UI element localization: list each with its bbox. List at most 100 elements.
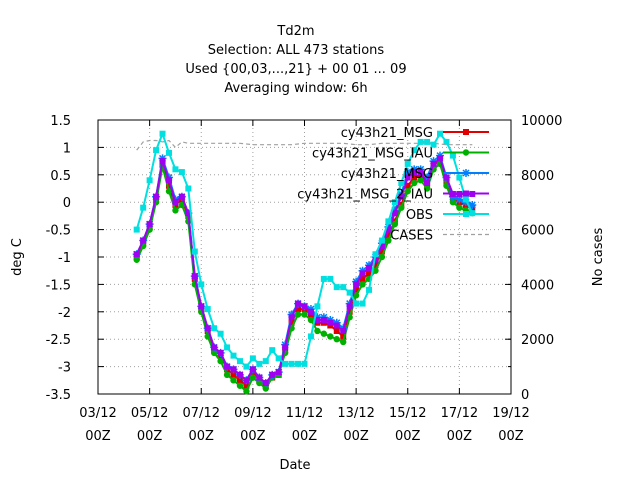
- y-tick-label: -0.5: [46, 224, 71, 239]
- chart-title: Td2m Selection: ALL 473 stations Used {0…: [185, 24, 406, 96]
- y2-tick-label: 0: [521, 388, 529, 403]
- data-point: [411, 169, 418, 176]
- y2-tick-label: 10000: [521, 114, 562, 129]
- data-point: [301, 311, 308, 318]
- data-point: [256, 379, 263, 387]
- data-point: [333, 336, 340, 343]
- y2-tick-label: 4000: [521, 278, 554, 293]
- data-point: [340, 327, 347, 334]
- data-point: [404, 188, 411, 195]
- data-point: [366, 264, 373, 271]
- data-point: [165, 182, 172, 189]
- x-tick-label-date: 13/12: [337, 406, 374, 421]
- data-point: [320, 330, 328, 337]
- series-layer: [132, 130, 477, 395]
- data-point: [378, 248, 385, 255]
- data-point: [243, 377, 250, 384]
- title-line-3: Used {00,03,...,21} + 00 01 ... 09: [185, 62, 406, 77]
- data-point: [372, 267, 379, 274]
- data-point: [178, 169, 185, 176]
- data-point: [140, 237, 147, 244]
- data-point: [275, 355, 282, 362]
- data-point: [385, 237, 392, 244]
- data-point: [366, 270, 373, 277]
- data-point: [217, 349, 224, 356]
- data-point: [443, 174, 450, 181]
- data-point: [372, 251, 379, 258]
- data-point: [223, 371, 231, 379]
- data-point: [391, 199, 398, 206]
- data-point: [243, 363, 250, 370]
- data-point: [224, 344, 231, 351]
- axes: -3.5 -3 -2.5 -2 -1.5 -1 -0.5 0 0.5 1 1.5 0 2000 4000 6…: [46, 114, 563, 444]
- data-point: [185, 210, 192, 217]
- data-point: [307, 308, 314, 315]
- data-point: [468, 200, 477, 209]
- data-point: [391, 220, 399, 228]
- data-point: [327, 333, 334, 340]
- data-point: [404, 160, 411, 167]
- data-point: [243, 382, 250, 389]
- data-point: [423, 185, 431, 192]
- data-point: [294, 311, 302, 318]
- data-point: [133, 251, 140, 258]
- data-point: [417, 138, 424, 145]
- data-point: [211, 344, 218, 351]
- title-line-1: Td2m: [276, 24, 314, 39]
- y-tick-label: 0.5: [50, 169, 71, 184]
- data-point: [295, 300, 302, 307]
- data-point: [262, 385, 269, 392]
- data-point: [301, 303, 308, 310]
- data-point: [146, 177, 153, 184]
- data-point: [391, 210, 398, 217]
- series-line: [136, 139, 473, 151]
- data-point: [133, 256, 140, 263]
- data-point: [378, 253, 386, 261]
- data-point: [378, 243, 385, 250]
- data-point: [159, 158, 166, 165]
- x-tick-label-hour: 00Z: [189, 429, 215, 444]
- data-point: [172, 207, 179, 214]
- data-point: [346, 289, 353, 296]
- y-tick-label: -1.5: [46, 278, 71, 293]
- data-point: [249, 374, 257, 381]
- data-point: [307, 333, 314, 340]
- y-tick-label: -2: [58, 306, 71, 321]
- data-point: [204, 325, 211, 332]
- data-point: [191, 248, 198, 255]
- y2-tick-label: 2000: [521, 333, 554, 348]
- legend-label: cy43h21_MSG_IAU: [312, 147, 433, 162]
- data-point: [153, 147, 160, 154]
- data-point: [243, 388, 250, 395]
- data-point: [217, 330, 224, 337]
- data-point: [282, 344, 289, 351]
- data-point: [353, 281, 360, 288]
- data-point: [340, 284, 347, 291]
- data-point: [385, 232, 392, 239]
- data-point: [340, 333, 347, 340]
- data-point: [165, 149, 172, 156]
- data-point: [172, 166, 179, 173]
- data-point: [423, 173, 432, 182]
- data-point: [230, 366, 237, 373]
- data-point: [398, 180, 405, 187]
- data-point: [424, 180, 431, 187]
- data-point: [210, 349, 218, 357]
- data-point: [346, 308, 353, 315]
- data-point: [449, 152, 456, 159]
- data-point: [359, 270, 366, 277]
- data-point: [256, 374, 263, 381]
- data-point: [437, 130, 444, 137]
- data-point: [333, 327, 340, 334]
- series-6: [136, 139, 473, 151]
- data-point: [262, 358, 269, 365]
- data-point: [424, 138, 431, 145]
- legend-marker: [463, 211, 469, 217]
- data-point: [366, 286, 373, 293]
- data-point: [211, 325, 218, 332]
- data-point: [230, 352, 237, 359]
- data-point: [198, 281, 205, 288]
- data-point: [430, 160, 437, 167]
- x-tick-label-hour: 00Z: [343, 429, 369, 444]
- data-point: [372, 262, 379, 269]
